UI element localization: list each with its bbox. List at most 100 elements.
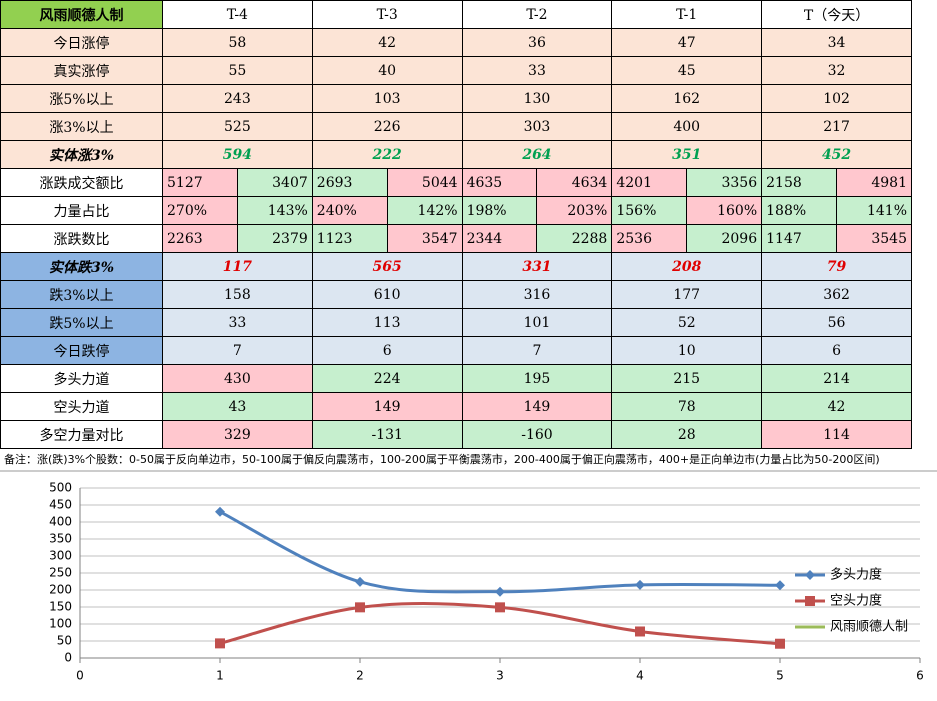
marker	[355, 602, 365, 613]
cell: 214	[761, 364, 912, 393]
cell: 78	[611, 392, 763, 421]
cell: 130	[461, 84, 613, 113]
data-table: 风雨顺德人制 T-4 T-3 T-2 T-1 T（今天） 今日涨停 58 42 36 47 34 真实涨…	[0, 0, 912, 449]
cell: 6	[761, 336, 912, 365]
cell: 162	[611, 84, 763, 113]
series-line	[219, 510, 781, 594]
cell: 102	[761, 84, 912, 113]
cell: 198%	[461, 196, 538, 225]
marker	[215, 638, 225, 649]
row-label: 多空力量对比	[0, 420, 163, 449]
cell: 4635	[461, 168, 538, 197]
cell: 149	[311, 392, 463, 421]
cell: 1147	[761, 224, 838, 253]
legend-marker	[805, 570, 815, 580]
column-header: T-1	[611, 0, 763, 29]
cell: 5127	[162, 168, 238, 197]
y-tick-label: 450	[49, 498, 72, 512]
cell: 40	[311, 56, 463, 85]
marker	[635, 579, 645, 590]
marker	[495, 602, 505, 613]
y-tick-label: 350	[49, 532, 72, 546]
cell: 143%	[236, 196, 313, 225]
cell: 33	[461, 56, 613, 85]
row-label: 实体跌3%	[0, 252, 163, 281]
marker	[495, 586, 505, 597]
cell: 525	[162, 112, 313, 141]
column-header: T-2	[461, 0, 613, 29]
column-header: T-4	[162, 0, 313, 29]
x-tick-label: 6	[916, 669, 924, 683]
cell: 4981	[836, 168, 912, 197]
row-label: 涨3%以上	[0, 112, 163, 141]
cell: 215	[611, 364, 763, 393]
cell: 2379	[236, 224, 313, 253]
legend-label: 风雨顺德人制	[830, 620, 908, 635]
cell: 113	[311, 308, 463, 337]
cell: 32	[761, 56, 912, 85]
y-tick-label: 400	[49, 515, 72, 529]
cell: 7	[461, 336, 613, 365]
row-label: 力量占比	[0, 196, 163, 225]
cell: 2536	[611, 224, 688, 253]
cell: 55	[162, 56, 313, 85]
cell: 101	[461, 308, 613, 337]
cell: 2263	[162, 224, 238, 253]
x-tick-label: 0	[76, 669, 84, 683]
marker	[215, 506, 225, 517]
cell: -131	[311, 420, 463, 449]
cell: 149	[461, 392, 613, 421]
cell: 264	[461, 140, 613, 169]
cell: 117	[162, 252, 313, 281]
cell: 3407	[236, 168, 313, 197]
cell: 45	[611, 56, 763, 85]
cell: 10	[611, 336, 763, 365]
row-label: 多头力道	[0, 364, 163, 393]
cell: 400	[611, 112, 763, 141]
cell: 208	[611, 252, 763, 281]
cell: 2288	[536, 224, 613, 253]
cell: 316	[461, 280, 613, 309]
cell: 36	[461, 28, 613, 57]
cell: 2158	[761, 168, 838, 197]
column-header: T-3	[311, 0, 463, 29]
cell: 430	[162, 364, 313, 393]
marker	[355, 576, 365, 587]
marker	[775, 580, 785, 591]
cell: 222	[311, 140, 463, 169]
y-tick-label: 100	[49, 617, 72, 631]
row-label: 今日跌停	[0, 336, 163, 365]
cell: 6	[311, 336, 463, 365]
cell: 28	[611, 420, 763, 449]
cell: 2344	[461, 224, 538, 253]
cell: 33	[162, 308, 313, 337]
cell: 195	[461, 364, 613, 393]
cell: 58	[162, 28, 313, 57]
row-label: 涨跌成交额比	[0, 168, 163, 197]
cell: 79	[761, 252, 912, 281]
legend-label: 多头力度	[830, 567, 882, 583]
y-tick-label: 500	[49, 481, 72, 495]
y-tick-label: 250	[49, 566, 72, 580]
cell: 351	[611, 140, 763, 169]
y-tick-label: 50	[57, 634, 72, 648]
marker	[635, 626, 645, 637]
cell: -160	[461, 420, 613, 449]
cell: 156%	[611, 196, 688, 225]
chart: 0 50 100 150 200 250 300 350 400 450 500 0 1 2 3 4 5 6 多头力…	[0, 470, 937, 683]
cell: 47	[611, 28, 763, 57]
legend-label: 空头力度	[830, 593, 882, 609]
x-tick-label: 1	[216, 669, 224, 683]
cell: 188%	[761, 196, 838, 225]
cell: 4634	[536, 168, 613, 197]
cell: 203%	[536, 196, 613, 225]
cell: 177	[611, 280, 763, 309]
row-label: 跌3%以上	[0, 280, 163, 309]
row-label: 空头力道	[0, 392, 163, 421]
cell: 160%	[686, 196, 763, 225]
x-tick-label: 4	[636, 669, 644, 683]
table-title: 风雨顺德人制	[0, 0, 163, 29]
cell: 142%	[386, 196, 463, 225]
cell: 2096	[686, 224, 763, 253]
